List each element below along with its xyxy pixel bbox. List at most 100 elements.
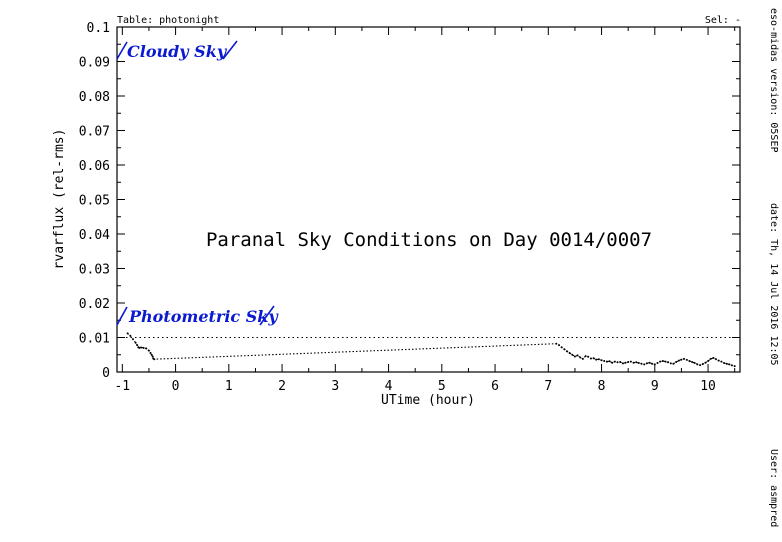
data-point: [709, 357, 712, 360]
data-point: [704, 361, 707, 364]
data-point: [134, 341, 137, 344]
data-point: [571, 353, 574, 356]
date-stamp: date: Th, 14 Jul 2016 12:05: [768, 203, 779, 366]
data-point: [560, 346, 563, 349]
data-point: [555, 342, 558, 345]
data-point: [659, 360, 662, 363]
data-point: [573, 355, 576, 358]
x-tick-label: 5: [438, 379, 446, 394]
data-point: [142, 346, 145, 349]
data-point: [731, 364, 733, 367]
data-point: [672, 362, 675, 365]
x-tick-label: 4: [385, 379, 393, 394]
y-tick-label: 0.06: [79, 159, 110, 174]
data-point: [696, 363, 699, 366]
cloudy-sky-annotation: Cloudy Sky: [127, 42, 228, 61]
data-point: [132, 338, 134, 341]
data-point: [651, 362, 654, 365]
data-point: [611, 361, 614, 364]
photometric-slash-right: [259, 305, 275, 326]
data-point: [669, 362, 672, 365]
data-point: [701, 363, 704, 366]
data-point: [667, 361, 670, 364]
data-point: [568, 352, 571, 354]
data-point: [589, 357, 592, 360]
data-point: [691, 361, 694, 363]
data-point: [637, 362, 640, 364]
user-stamp: User: asmpred: [768, 449, 779, 527]
y-axis-label: rvarflux (rel-rms): [52, 129, 67, 270]
data-point: [565, 350, 568, 353]
y-tick-label: 0: [102, 366, 110, 381]
x-tick-label: 3: [331, 379, 339, 394]
data-point: [621, 362, 624, 365]
data-point: [126, 332, 129, 335]
data-point: [627, 361, 630, 363]
data-point: [619, 361, 622, 363]
cloudy-slash-right: [222, 40, 238, 60]
data-point: [576, 354, 579, 357]
y-tick-label: 0.08: [79, 90, 110, 105]
version-stamp: eso-midas version: 05SEP: [768, 8, 779, 153]
data-point: [145, 347, 148, 350]
data-point: [140, 346, 142, 349]
x-tick-labels: -1 0 1 2 3 4 5 6 7 8 9 10: [114, 379, 715, 394]
x-axis-label: UTime (hour): [381, 393, 475, 408]
data-point: [643, 363, 646, 366]
y-tick-label: 0.03: [79, 263, 110, 278]
y-tick-label: 0.05: [79, 194, 110, 209]
data-point: [664, 360, 667, 363]
data-point: [616, 361, 619, 364]
data-point: [728, 363, 731, 366]
data-point: [640, 362, 643, 365]
data-point: [597, 358, 600, 361]
data-point: [680, 358, 683, 361]
data-point: [725, 362, 728, 365]
data-point: [653, 363, 656, 366]
data-point: [715, 358, 717, 361]
data-point: [129, 334, 132, 337]
series-layer: [126, 332, 736, 368]
y-tick-label: 0.09: [79, 56, 110, 71]
x-tick-label: 0: [172, 379, 180, 394]
y-tick-labels: 0 0.01 0.02 0.03 0.04 0.05 0.06 0.07 0.08 0.09 0.1: [79, 21, 110, 381]
data-point: [581, 357, 584, 360]
data-point: [584, 355, 587, 358]
x-tick-label: -1: [114, 379, 130, 394]
data-point: [595, 358, 598, 361]
data-point: [648, 361, 651, 364]
data-point: [677, 359, 680, 362]
data-point: [733, 365, 736, 368]
data-point: [592, 357, 595, 360]
data-point: [136, 344, 139, 347]
x-tick-label: 9: [651, 379, 659, 394]
data-point: [608, 360, 611, 363]
data-point: [707, 360, 710, 362]
x-tick-label: 10: [700, 379, 716, 394]
data-point: [138, 346, 141, 349]
y-tick-label: 0.01: [79, 332, 110, 347]
data-point: [600, 359, 603, 362]
data-point: [149, 352, 152, 354]
table-label: Table: photonight: [117, 15, 219, 26]
data-point: [587, 355, 590, 358]
data-point: [685, 358, 688, 361]
data-point: [624, 361, 627, 364]
data-point: [147, 349, 150, 352]
data-point: [563, 348, 566, 351]
x-tick-label: 7: [544, 379, 552, 394]
data-point: [150, 353, 153, 356]
data-point: [656, 362, 659, 364]
x-tick-label: 1: [225, 379, 233, 394]
y-tick-label: 0.02: [79, 297, 110, 312]
data-point: [661, 360, 664, 362]
y-axis-ticks: [117, 26, 740, 373]
x-tick-label: 6: [491, 379, 499, 394]
selection-label: Sel: -: [705, 15, 741, 26]
data-point: [723, 362, 725, 364]
data-point: [645, 362, 648, 365]
data-point: [693, 362, 696, 364]
data-point: [629, 360, 632, 363]
data-point: [613, 360, 616, 363]
